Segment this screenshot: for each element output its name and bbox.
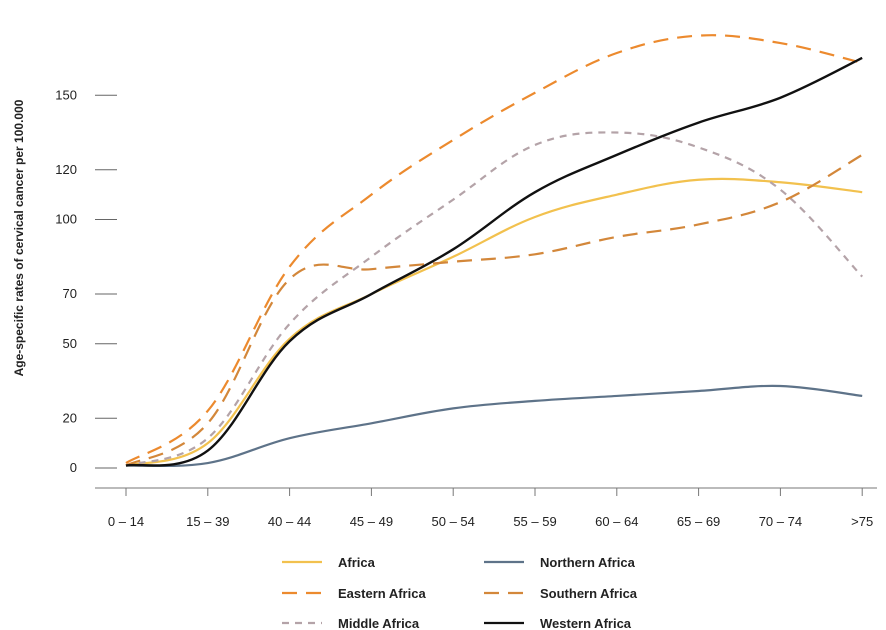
x-tick-label: 55 – 59 <box>513 514 556 529</box>
y-tick-label: 50 <box>63 336 77 351</box>
y-tick-label: 20 <box>63 410 77 425</box>
legend-label-middle-africa: Middle Africa <box>338 616 420 630</box>
y-tick-label: 0 <box>70 460 77 475</box>
y-axis: 0 20 50 70 100 120 150 <box>55 87 117 475</box>
x-tick-label: 50 – 54 <box>432 514 475 529</box>
series-line-africa <box>125 177 863 467</box>
x-tick-label: 45 – 49 <box>350 514 393 529</box>
legend-label-western-africa: Western Africa <box>540 616 632 630</box>
x-tick-label: 60 – 64 <box>595 514 638 529</box>
x-tick-label: >75 <box>851 514 873 529</box>
legend-label-africa: Africa <box>338 555 376 570</box>
legend-label-northern-africa: Northern Africa <box>540 555 636 570</box>
legend-label-eastern-africa: Eastern Africa <box>338 586 426 601</box>
series-layer <box>125 34 864 468</box>
series-line-eastern-africa <box>125 34 863 464</box>
x-tick-label: 40 – 44 <box>268 514 311 529</box>
y-tick-label: 70 <box>63 286 77 301</box>
x-tick-label: 0 – 14 <box>108 514 144 529</box>
legend-label-southern-africa: Southern Africa <box>540 586 638 601</box>
x-tick-label: 65 – 69 <box>677 514 720 529</box>
x-tick-label: 15 – 39 <box>186 514 229 529</box>
series-line-middle-africa <box>125 131 864 467</box>
y-tick-label: 100 <box>55 212 77 227</box>
y-axis-label: Age-specific rates of cervical cancer pe… <box>12 99 26 376</box>
y-tick-label: 120 <box>55 162 77 177</box>
series-line-western-africa <box>125 56 863 467</box>
series-line-northern-africa <box>125 384 863 468</box>
legend: Africa Eastern Africa Middle Africa Norther… <box>282 555 638 630</box>
x-tick-label: 70 – 74 <box>759 514 802 529</box>
x-axis: 0 – 14 15 – 39 40 – 44 45 – 49 50 – 54 55 – 5… <box>95 487 877 529</box>
y-tick-label: 150 <box>55 87 77 102</box>
